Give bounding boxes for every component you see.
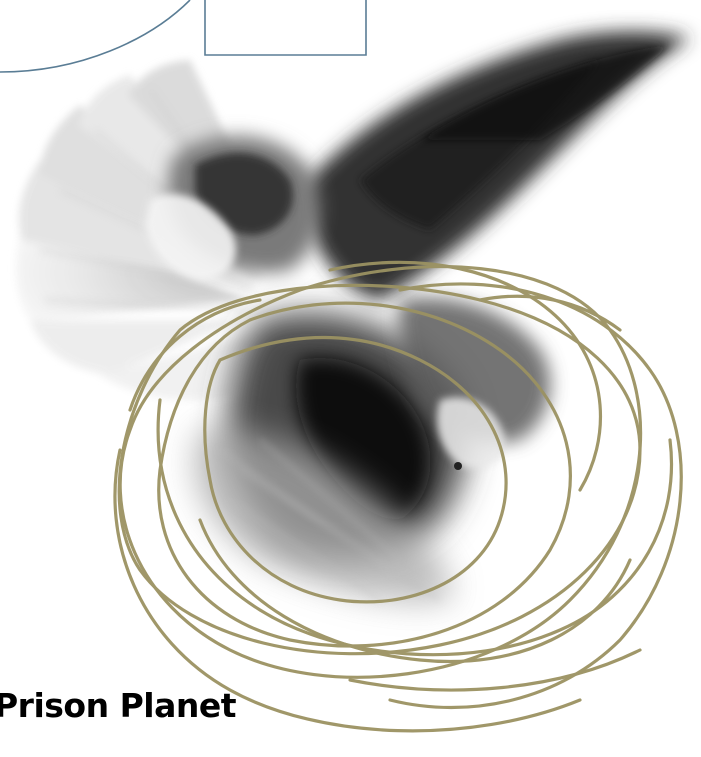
outline-shapes (0, 0, 367, 73)
dove-icon (15, 31, 690, 603)
outline-box (204, 0, 367, 56)
page-title: Prison Planet (0, 686, 236, 725)
outline-arc (0, 0, 191, 73)
scribble-loops-icon (113, 260, 683, 733)
